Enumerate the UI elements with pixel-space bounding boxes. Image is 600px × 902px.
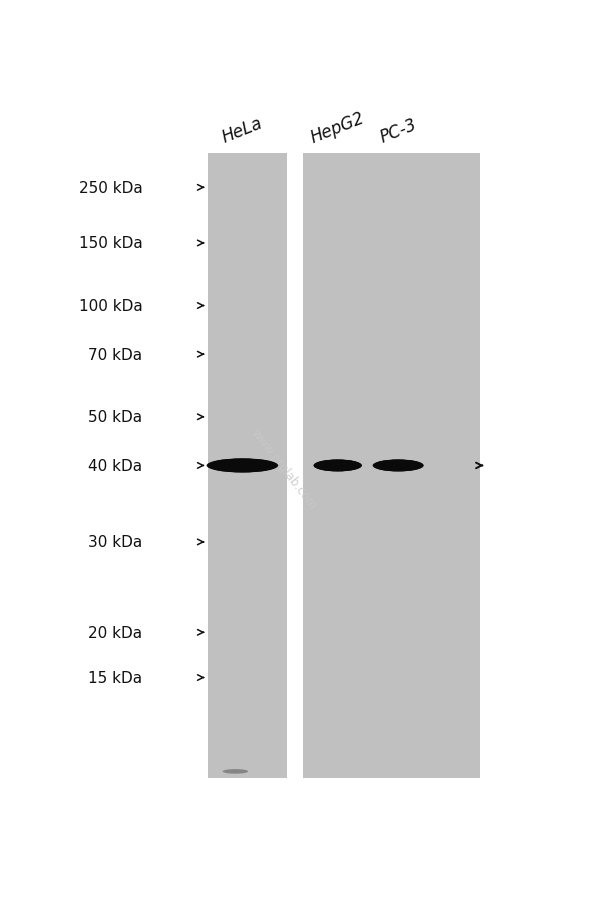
Ellipse shape [208,459,277,473]
Ellipse shape [319,461,357,471]
Ellipse shape [322,463,353,469]
Text: 30 kDa: 30 kDa [88,535,142,550]
Ellipse shape [223,769,248,774]
Ellipse shape [320,462,355,470]
Ellipse shape [379,462,417,470]
Ellipse shape [213,460,272,472]
Ellipse shape [374,460,422,472]
Text: 15 kDa: 15 kDa [88,670,142,686]
Text: 20 kDa: 20 kDa [88,625,142,640]
Bar [208,153,287,778]
Ellipse shape [373,460,423,472]
Ellipse shape [314,460,361,472]
Text: HepG2: HepG2 [308,108,367,146]
Bar [303,153,479,778]
Ellipse shape [323,463,353,469]
Ellipse shape [376,461,420,471]
Text: 40 kDa: 40 kDa [88,458,142,474]
Ellipse shape [220,462,265,470]
Ellipse shape [215,461,270,471]
Ellipse shape [378,461,419,471]
Text: PC-3: PC-3 [377,115,419,146]
Ellipse shape [218,462,266,470]
Ellipse shape [217,462,268,471]
Text: HeLa: HeLa [220,114,265,146]
Ellipse shape [376,461,421,471]
Text: 150 kDa: 150 kDa [79,236,142,251]
Ellipse shape [315,460,360,472]
Text: 50 kDa: 50 kDa [88,410,142,425]
Ellipse shape [375,461,421,471]
Ellipse shape [316,461,359,471]
Text: 70 kDa: 70 kDa [88,347,142,363]
Ellipse shape [381,462,415,470]
Ellipse shape [380,462,416,470]
Ellipse shape [382,463,414,469]
Ellipse shape [321,462,355,470]
Ellipse shape [214,461,271,472]
Text: 250 kDa: 250 kDa [79,180,142,196]
Ellipse shape [373,460,424,472]
Ellipse shape [382,463,415,469]
Ellipse shape [206,459,278,473]
Ellipse shape [320,462,356,470]
Ellipse shape [316,461,359,471]
Ellipse shape [209,459,275,473]
Ellipse shape [313,460,362,472]
Ellipse shape [380,462,416,470]
Ellipse shape [317,461,358,471]
Ellipse shape [379,462,418,470]
Ellipse shape [319,462,356,470]
Ellipse shape [211,460,274,472]
Ellipse shape [217,461,268,471]
Ellipse shape [318,461,358,471]
Ellipse shape [212,460,273,472]
Ellipse shape [219,462,266,470]
Ellipse shape [208,459,277,473]
Ellipse shape [322,462,354,470]
Ellipse shape [210,460,275,472]
Ellipse shape [377,461,419,471]
Text: www.ptglab.com: www.ptglab.com [249,427,320,512]
Text: 100 kDa: 100 kDa [79,299,142,314]
Ellipse shape [374,460,422,472]
Ellipse shape [215,461,269,471]
Ellipse shape [314,460,361,472]
